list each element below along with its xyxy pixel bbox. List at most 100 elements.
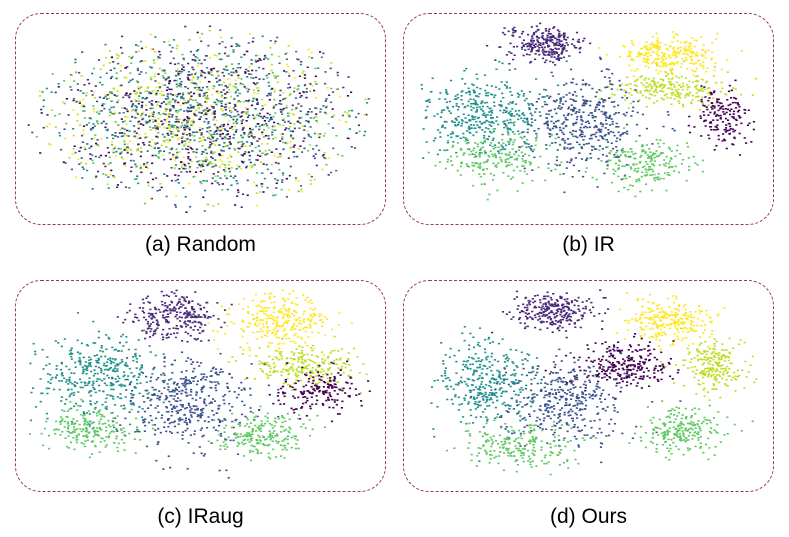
scatter-point [258, 128, 261, 131]
scatter-point [120, 118, 123, 120]
scatter-point [170, 126, 174, 128]
scatter-point [724, 108, 727, 110]
scatter-point [569, 98, 572, 100]
scatter-point [654, 82, 657, 85]
scatter-point [196, 78, 199, 80]
scatter-point [130, 62, 133, 65]
scatter-point [255, 60, 258, 63]
scatter-point [136, 113, 139, 115]
scatter-point [172, 105, 175, 107]
scatter-point [201, 145, 204, 147]
scatter-point [195, 315, 198, 318]
scatter-point [340, 367, 343, 370]
scatter-point [684, 48, 687, 51]
scatter-point [701, 90, 704, 93]
scatter-point [163, 302, 167, 304]
scatter-point [580, 135, 584, 138]
scatter-point [637, 51, 641, 53]
scatter-point [265, 116, 268, 119]
scatter-point [204, 109, 207, 111]
scatter-point [285, 107, 288, 109]
scatter-point [687, 124, 690, 127]
scatter-point [520, 151, 523, 154]
scatter-point [556, 44, 559, 47]
scatter-point [203, 210, 206, 212]
scatter-point [662, 142, 665, 145]
scatter-point [480, 123, 483, 125]
scatter-point [653, 94, 656, 97]
scatter-point [252, 181, 255, 184]
scatter-point [456, 124, 460, 126]
scatter-point [633, 84, 636, 87]
scatter-point [662, 79, 665, 82]
scatter-point [194, 315, 197, 317]
scatter-point [124, 135, 127, 137]
scatter-point [168, 139, 171, 142]
scatter-point [256, 312, 259, 315]
scatter-point [213, 85, 216, 88]
scatter-point [228, 84, 231, 87]
scatter-point [555, 58, 558, 60]
scatter-point [530, 118, 533, 120]
scatter-point [704, 125, 707, 127]
scatter-point [187, 62, 190, 65]
scatter-point [279, 140, 282, 142]
scatter-point [94, 176, 97, 179]
scatter-point [301, 125, 304, 128]
scatter-point [102, 120, 105, 123]
scatter-point [311, 85, 314, 87]
scatter-point [40, 108, 43, 111]
scatter-point [478, 164, 481, 166]
scatter-point [208, 132, 211, 135]
scatter-point [630, 94, 633, 96]
scatter-point [45, 87, 48, 90]
scatter-point [243, 86, 246, 88]
scatter-point [175, 134, 179, 137]
scatter-point [278, 358, 281, 361]
scatter-point [486, 114, 489, 116]
scatter-point [174, 206, 178, 208]
scatter-point [315, 113, 318, 115]
scatter-point [298, 75, 302, 77]
scatter-point [94, 85, 97, 87]
scatter-point [508, 51, 511, 53]
scatter-point [287, 65, 290, 68]
scatter-point [278, 62, 281, 65]
scatter-point [147, 184, 150, 187]
scatter-point [719, 117, 722, 119]
scatter-point [481, 142, 484, 145]
scatter-point [297, 358, 300, 361]
scatter-point [625, 111, 628, 114]
scatter-point [194, 56, 197, 58]
scatter-point [674, 56, 677, 59]
scatter-point [199, 170, 202, 173]
scatter-point [231, 128, 234, 131]
scatter-point [211, 162, 214, 164]
scatter-point [627, 107, 631, 109]
scatter-point [184, 164, 187, 167]
scatter-point [329, 101, 333, 104]
scatter-point [252, 318, 255, 321]
scatter-point [198, 316, 201, 318]
scatter-point [676, 81, 679, 84]
scatter-point [324, 71, 327, 73]
scatter-point [210, 69, 213, 72]
scatter-point [545, 144, 548, 146]
scatter-point [472, 89, 475, 91]
scatter-point [276, 370, 279, 373]
scatter-point [240, 140, 243, 143]
scatter-point [486, 159, 489, 161]
scatter-point [280, 311, 283, 314]
scatter-point [81, 141, 85, 143]
scatter-point [266, 362, 269, 364]
scatter-point [150, 317, 153, 320]
scatter-point [549, 109, 552, 112]
scatter-point [728, 113, 732, 116]
scatter-point [529, 147, 532, 150]
scatter-point [510, 139, 513, 141]
scatter-point [191, 306, 194, 308]
scatter-point [436, 129, 440, 131]
scatter-point [284, 369, 288, 371]
scatter-point [162, 336, 165, 339]
scatter-point [719, 107, 722, 109]
